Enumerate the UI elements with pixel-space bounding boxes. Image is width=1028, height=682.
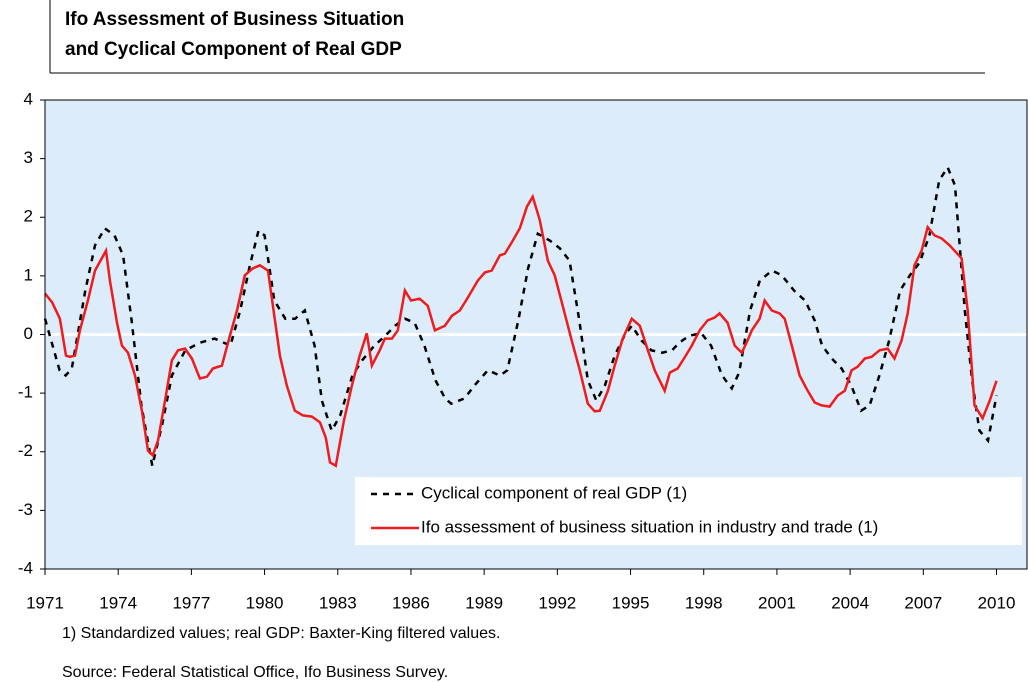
y-tick-label: 2 (24, 207, 33, 226)
legend-label: Cyclical component of real GDP (1) (421, 483, 687, 502)
footnote: 1) Standardized values; real GDP: Baxter… (62, 625, 500, 642)
chart-title: Ifo Assessment of Business Situation (65, 9, 404, 30)
x-tick-label: 2007 (904, 593, 942, 612)
y-tick-label: 0 (24, 324, 33, 343)
x-tick-label: 1989 (465, 593, 503, 612)
series-line (43, 164, 998, 467)
x-tick-label: 2010 (978, 593, 1016, 612)
x-tick-label: 1995 (612, 593, 650, 612)
y-tick-label: -4 (18, 558, 33, 577)
legend-label: Ifo assessment of business situation in … (421, 517, 878, 536)
x-tick-label: 1980 (246, 593, 284, 612)
x-tick-label: 1971 (26, 593, 64, 612)
y-tick-label: -1 (18, 383, 33, 402)
x-tick-label: 2001 (758, 593, 796, 612)
y-tick-label: 3 (24, 148, 33, 167)
y-tick-label: 4 (24, 89, 33, 108)
x-tick-label: 2004 (831, 593, 869, 612)
x-tick-label: 1983 (319, 593, 357, 612)
x-tick-label: 1977 (172, 593, 210, 612)
x-tick-label: 1992 (538, 593, 576, 612)
y-tick-label: 1 (24, 265, 33, 284)
x-tick-label: 1986 (392, 593, 430, 612)
legend (355, 477, 1022, 545)
series-line (44, 193, 998, 468)
plot-border (44, 99, 1028, 570)
chart-title: and Cyclical Component of Real GDP (65, 39, 402, 60)
footnote: Source: Federal Statistical Office, Ifo … (62, 664, 448, 681)
x-tick-label: 1998 (685, 593, 723, 612)
y-tick-label: -3 (18, 500, 33, 519)
x-tick-label: 1974 (99, 593, 137, 612)
y-tick-label: -2 (18, 441, 33, 460)
